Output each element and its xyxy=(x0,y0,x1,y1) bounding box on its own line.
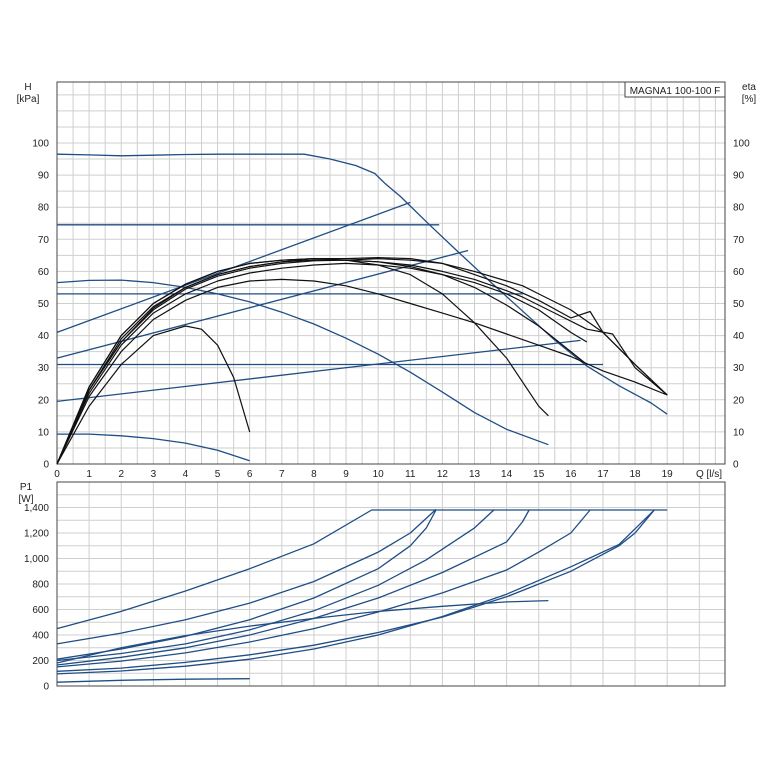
y-tick-label-left: 20 xyxy=(38,395,50,406)
x-tick-label: 16 xyxy=(565,469,577,480)
chart-title: MAGNA1 100-100 F xyxy=(630,86,721,97)
x-tick-label: 9 xyxy=(343,469,349,480)
y-axis-label-left-unit: [kPa] xyxy=(17,94,40,105)
x-tick-label: 13 xyxy=(469,469,481,480)
y-tick-label-left: 40 xyxy=(38,331,50,342)
x-tick-label: 1 xyxy=(86,469,92,480)
y-tick-label-right: 90 xyxy=(733,171,745,182)
x-tick-label: 17 xyxy=(597,469,609,480)
x-tick-label: 2 xyxy=(118,469,124,480)
head-curve-7 xyxy=(56,339,581,403)
eta-curve-5 xyxy=(56,257,668,465)
x-axis-label: Q [l/s] xyxy=(696,469,722,480)
x-tick-label: 15 xyxy=(533,469,545,480)
y-axis-label-right: eta xyxy=(742,82,756,93)
y-tick-label-right: 70 xyxy=(733,235,745,246)
power-curve-9 xyxy=(56,599,549,664)
y-tick-label-left: 90 xyxy=(38,171,50,182)
x-tick-label: 19 xyxy=(662,469,674,480)
y-tick-label-left: 0 xyxy=(43,460,49,471)
head-curve-8 xyxy=(56,279,549,446)
power-curve-8 xyxy=(56,509,655,675)
p1-axis-label: P1 xyxy=(20,482,33,493)
x-tick-label: 5 xyxy=(215,469,221,480)
y-tick-label-right: 0 xyxy=(733,460,739,471)
x-tick-label: 18 xyxy=(630,469,642,480)
power-curve-1 xyxy=(56,509,668,630)
eta-curve-8 xyxy=(56,258,668,465)
power-curve-3 xyxy=(56,509,437,660)
x-tick-label: 7 xyxy=(279,469,285,480)
eta-curve-3 xyxy=(56,262,588,465)
y-tick-label-right: 80 xyxy=(733,203,745,214)
x-tick-label: 4 xyxy=(183,469,189,480)
y-tick-label-right: 60 xyxy=(733,267,745,278)
p1-tick-label: 1,200 xyxy=(24,529,49,540)
power-curve-7 xyxy=(56,509,655,672)
power-curve-4 xyxy=(56,509,495,662)
y-tick-label-left: 50 xyxy=(38,299,50,310)
p1-tick-label: 0 xyxy=(43,682,49,693)
y-tick-label-left: 10 xyxy=(38,427,50,438)
y-tick-label-right: 100 xyxy=(733,138,750,149)
x-tick-label: 10 xyxy=(373,469,385,480)
eta-curve-1 xyxy=(56,325,251,465)
y-tick-label-right: 50 xyxy=(733,299,745,310)
y-tick-label-right: 30 xyxy=(733,363,745,374)
eta-curve-7 xyxy=(56,258,588,465)
y-tick-label-right: 20 xyxy=(733,395,745,406)
x-tick-label: 8 xyxy=(311,469,317,480)
y-axis-label-right-unit: [%] xyxy=(742,94,757,105)
x-tick-label: 12 xyxy=(437,469,449,480)
eta-curve-2 xyxy=(56,278,668,465)
y-tick-label-left: 100 xyxy=(32,138,49,149)
title-box xyxy=(624,81,726,98)
power-curve-5 xyxy=(56,509,530,666)
p1-tick-label: 1,400 xyxy=(24,503,49,514)
head-curve-9 xyxy=(57,433,250,462)
p1-tick-label: 200 xyxy=(32,656,49,667)
p1-tick-label: 800 xyxy=(32,580,49,591)
y-tick-label-right: 10 xyxy=(733,427,745,438)
head-curve-1 xyxy=(56,153,668,415)
p1-tick-label: 400 xyxy=(32,631,49,642)
p1-tick-label: 600 xyxy=(32,605,49,616)
plot-frame-bottom xyxy=(56,481,726,687)
y-tick-label-left: 70 xyxy=(38,235,50,246)
plot-frame-top xyxy=(56,81,726,465)
x-tick-label: 3 xyxy=(151,469,157,480)
p1-axis-label-unit: [W] xyxy=(19,494,34,505)
power-curve-10 xyxy=(56,678,250,683)
y-tick-label-left: 80 xyxy=(38,203,50,214)
p1-tick-label: 1,000 xyxy=(24,554,49,565)
x-tick-label: 11 xyxy=(405,469,416,480)
y-tick-label-right: 40 xyxy=(733,331,745,342)
x-tick-label: 14 xyxy=(501,469,513,480)
y-tick-label-left: 30 xyxy=(38,363,50,374)
x-tick-label: 6 xyxy=(247,469,253,480)
power-curve-2 xyxy=(56,508,437,645)
y-tick-label-left: 60 xyxy=(38,267,50,278)
y-axis-label-left: H xyxy=(24,82,31,93)
x-tick-label: 0 xyxy=(54,469,60,480)
